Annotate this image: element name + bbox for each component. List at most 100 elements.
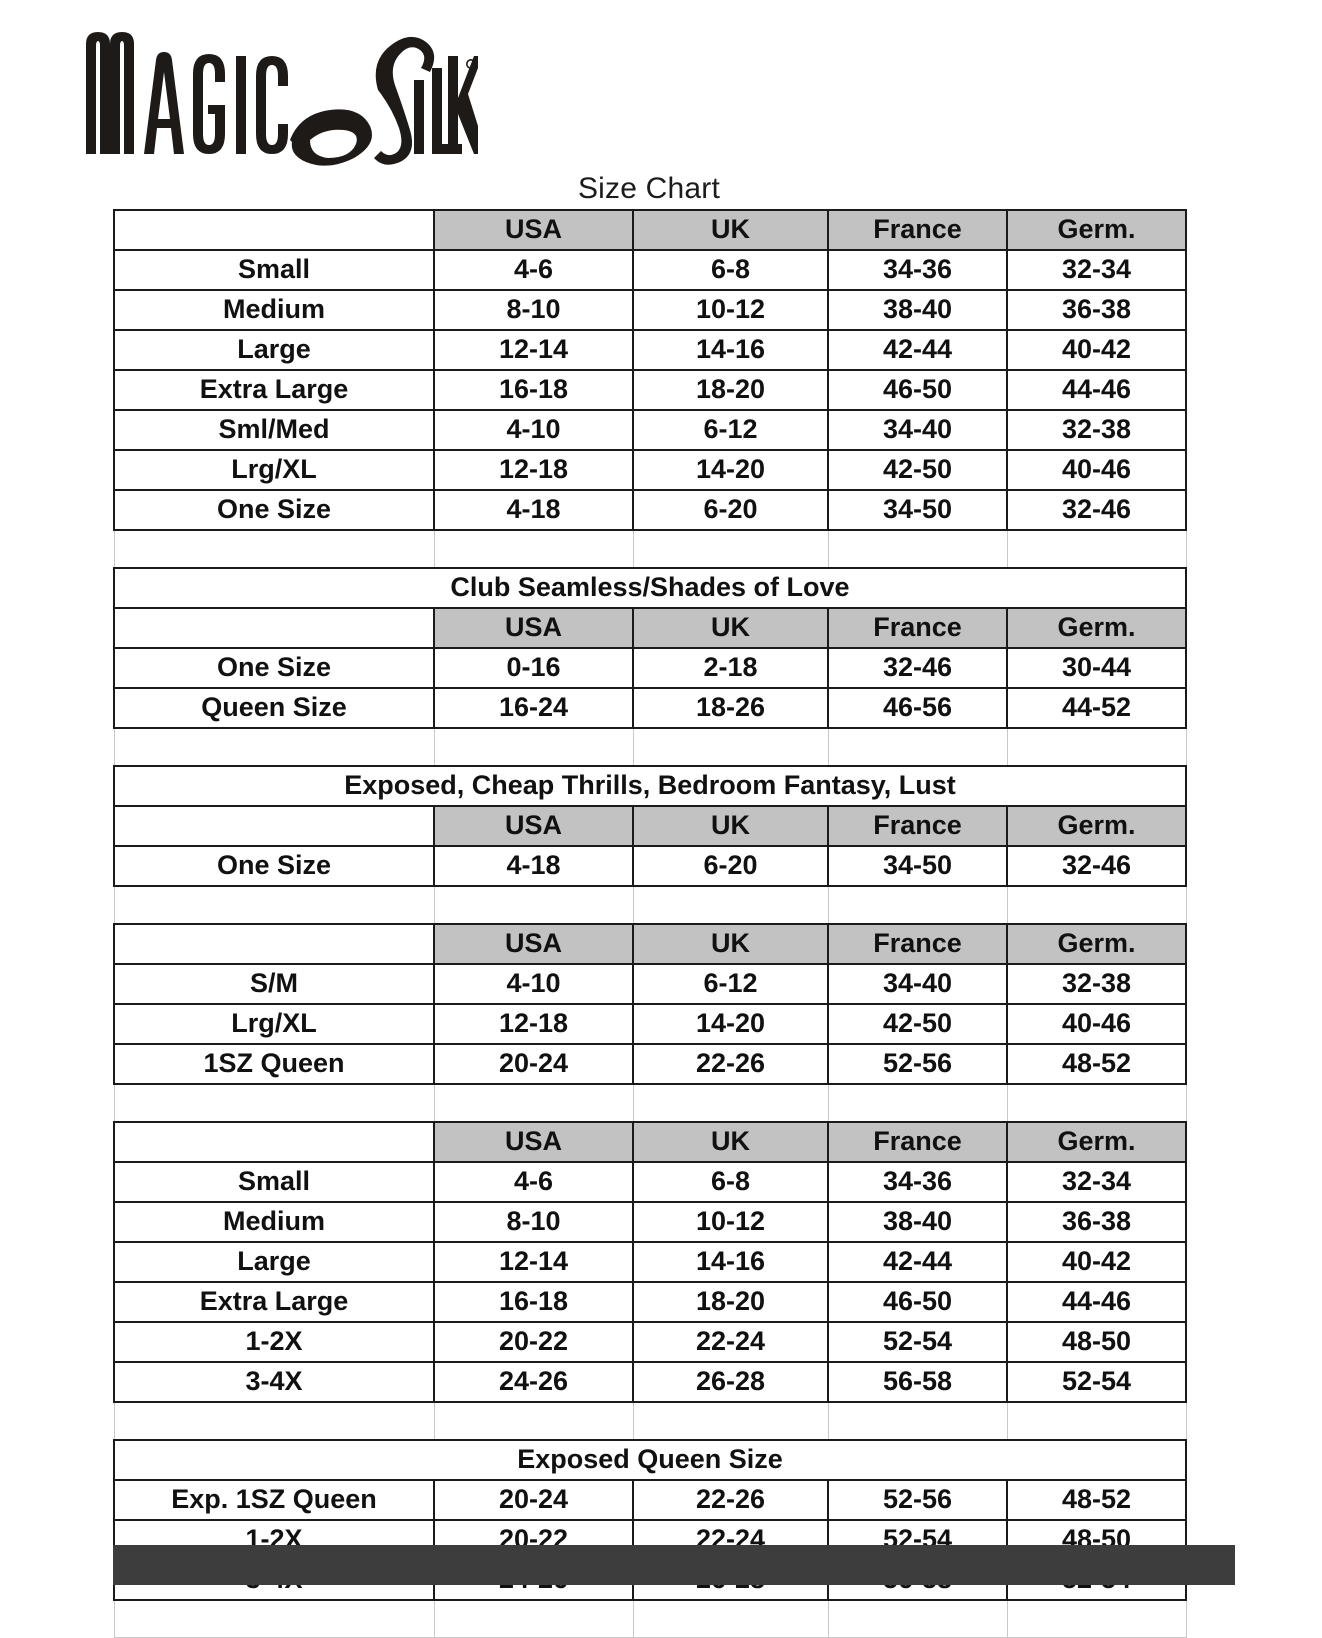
size-name-cell: Lrg/XL — [113, 1003, 435, 1045]
magic-silk-logo — [78, 22, 478, 172]
registered-trademark-icon — [465, 58, 476, 69]
spacer-row — [113, 1083, 1187, 1123]
section-title: Club Seamless/Shades of Love — [113, 567, 1187, 609]
size-name-cell: Medium — [113, 1201, 435, 1243]
column-header-france: France — [827, 805, 1008, 847]
table-row: Small 4-6 6-8 34-36 32-34 — [113, 249, 1187, 291]
column-header-uk: UK — [632, 209, 829, 251]
size-value-cell: 6-8 — [632, 249, 829, 291]
size-name-cell: Extra Large — [113, 369, 435, 411]
column-header-uk: UK — [632, 805, 829, 847]
size-name-cell: One Size — [113, 845, 435, 887]
size-value-cell: 2-18 — [632, 647, 829, 689]
spacer-cell — [827, 529, 1008, 569]
size-value-cell: 34-36 — [827, 1161, 1008, 1203]
column-header-usa: USA — [433, 1121, 634, 1163]
spacer-cell — [113, 529, 435, 569]
table-row: 1SZ Queen 20-24 22-26 52-56 48-52 — [113, 1043, 1187, 1085]
spacer-cell — [113, 1401, 435, 1441]
size-name-cell: 1SZ Queen — [113, 1043, 435, 1085]
spacer-cell — [827, 1083, 1008, 1123]
column-header-usa: USA — [433, 923, 634, 965]
size-value-cell: 34-36 — [827, 249, 1008, 291]
size-value-cell: 12-14 — [433, 329, 634, 371]
table-row: S/M 4-10 6-12 34-40 32-38 — [113, 963, 1187, 1005]
size-value-cell: 52-56 — [827, 1043, 1008, 1085]
size-value-cell: 10-12 — [632, 289, 829, 331]
spacer-cell — [827, 727, 1008, 767]
spacer-cell — [113, 727, 435, 767]
size-value-cell: 40-42 — [1006, 1241, 1187, 1283]
spacer-cell — [827, 885, 1008, 925]
size-value-cell: 6-20 — [632, 845, 829, 887]
size-value-cell: 40-46 — [1006, 449, 1187, 491]
spacer-cell — [632, 727, 829, 767]
size-value-cell: 4-18 — [433, 845, 634, 887]
size-value-cell: 22-26 — [632, 1479, 829, 1521]
size-value-cell: 14-16 — [632, 1241, 829, 1283]
spacer-cell — [1006, 1599, 1187, 1638]
size-value-cell: 34-40 — [827, 963, 1008, 1005]
size-value-cell: 12-18 — [433, 1003, 634, 1045]
size-chart-table-container: USA UK France Germ. Small 4-6 6-8 34-36 32-34 Med… — [113, 209, 1187, 1638]
table-row: Queen Size 16-24 18-26 46-56 44-52 — [113, 687, 1187, 729]
size-value-cell: 6-8 — [632, 1161, 829, 1203]
section-title: Exposed Queen Size — [113, 1439, 1187, 1481]
magic-silk-logo-artwork — [86, 32, 478, 166]
table-row: One Size 4-18 6-20 34-50 32-46 — [113, 845, 1187, 887]
size-value-cell: 36-38 — [1006, 1201, 1187, 1243]
section-title-row: Exposed Queen Size — [113, 1439, 1187, 1481]
size-value-cell: 42-50 — [827, 449, 1008, 491]
size-value-cell: 12-14 — [433, 1241, 634, 1283]
size-value-cell: 4-18 — [433, 489, 634, 531]
size-value-cell: 22-26 — [632, 1043, 829, 1085]
size-name-cell: S/M — [113, 963, 435, 1005]
size-value-cell: 18-20 — [632, 1281, 829, 1323]
size-name-cell: 1-2X — [113, 1321, 435, 1363]
spacer-cell — [433, 727, 634, 767]
spacer-row — [113, 1599, 1187, 1638]
table-row: Small 4-6 6-8 34-36 32-34 — [113, 1161, 1187, 1203]
column-header-germ: Germ. — [1006, 209, 1187, 251]
size-value-cell: 48-52 — [1006, 1479, 1187, 1521]
size-value-cell: 6-20 — [632, 489, 829, 531]
size-value-cell: 40-46 — [1006, 1003, 1187, 1045]
size-name-cell: Lrg/XL — [113, 449, 435, 491]
column-header-usa: USA — [433, 805, 634, 847]
spacer-row — [113, 1401, 1187, 1441]
column-header-blank — [113, 209, 435, 251]
size-value-cell: 14-16 — [632, 329, 829, 371]
size-value-cell: 38-40 — [827, 1201, 1008, 1243]
size-value-cell: 42-50 — [827, 1003, 1008, 1045]
size-value-cell: 22-24 — [632, 1321, 829, 1363]
column-header-germ: Germ. — [1006, 805, 1187, 847]
size-value-cell: 44-46 — [1006, 1281, 1187, 1323]
spacer-cell — [433, 1083, 634, 1123]
size-value-cell: 44-52 — [1006, 687, 1187, 729]
size-value-cell: 40-42 — [1006, 329, 1187, 371]
size-value-cell: 4-10 — [433, 963, 634, 1005]
size-value-cell: 34-50 — [827, 845, 1008, 887]
column-header-row: USA UK France Germ. — [113, 1121, 1187, 1163]
column-header-blank — [113, 923, 435, 965]
size-value-cell: 52-54 — [1006, 1361, 1187, 1403]
size-value-cell: 46-50 — [827, 1281, 1008, 1323]
size-value-cell: 52-54 — [827, 1321, 1008, 1363]
size-value-cell: 12-18 — [433, 449, 634, 491]
spacer-cell — [113, 1599, 435, 1638]
table-row: Large 12-14 14-16 42-44 40-42 — [113, 329, 1187, 371]
table-row: Extra Large 16-18 18-20 46-50 44-46 — [113, 369, 1187, 411]
column-header-row: USA UK France Germ. — [113, 805, 1187, 847]
size-value-cell: 16-18 — [433, 1281, 634, 1323]
size-value-cell: 26-28 — [632, 1361, 829, 1403]
size-value-cell: 4-10 — [433, 409, 634, 451]
section-title-row: Club Seamless/Shades of Love — [113, 567, 1187, 609]
size-value-cell: 52-56 — [827, 1479, 1008, 1521]
spacer-cell — [632, 1599, 829, 1638]
size-value-cell: 38-40 — [827, 289, 1008, 331]
spacer-row — [113, 727, 1187, 767]
section-title-row: Exposed, Cheap Thrills, Bedroom Fantasy,… — [113, 765, 1187, 807]
size-value-cell: 32-38 — [1006, 963, 1187, 1005]
bottom-accent-bar — [113, 1545, 1235, 1585]
